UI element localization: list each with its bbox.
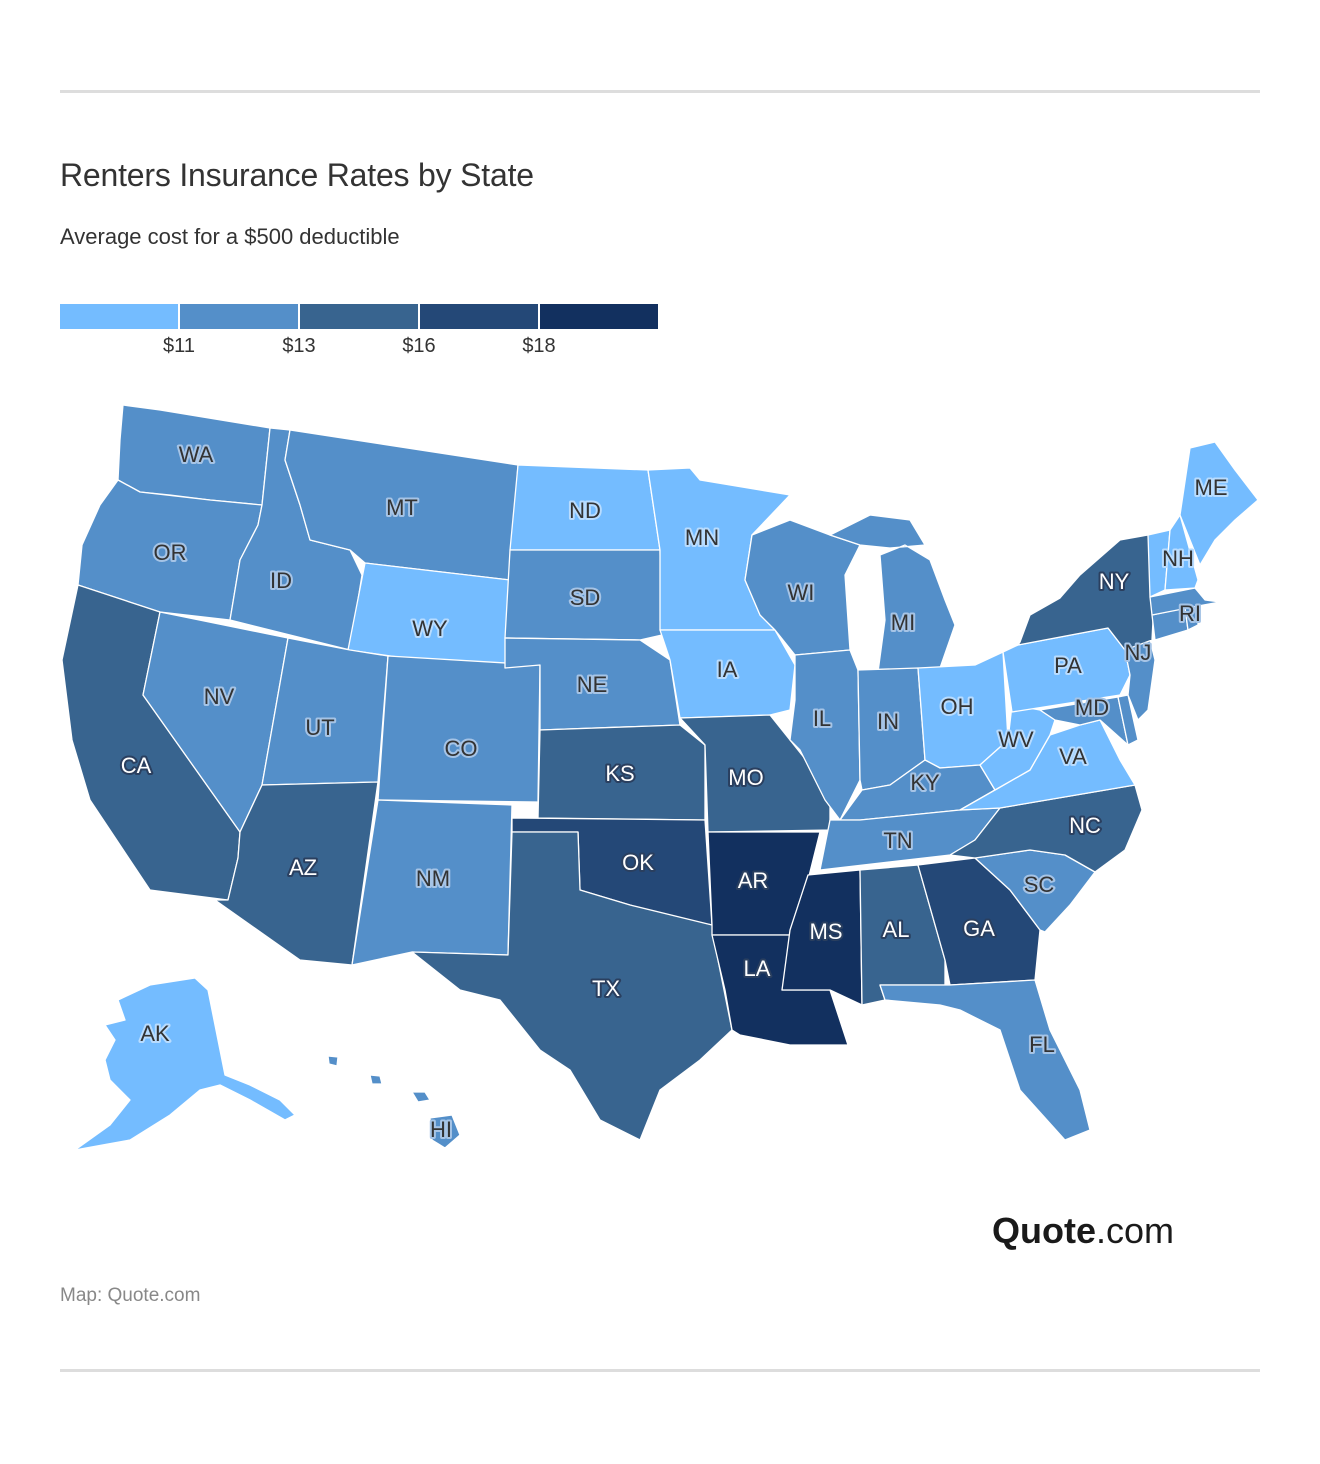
state-IL[interactable] bbox=[789, 649, 861, 821]
state-label-WI: WI bbox=[788, 580, 815, 605]
logo-wordmark-suffix: .com bbox=[1096, 1210, 1175, 1251]
legend-bin-1 bbox=[60, 304, 178, 329]
source-credit: Map: Quote.com bbox=[60, 1285, 201, 1306]
state-label-AL: AL bbox=[883, 917, 910, 942]
legend-bin-4 bbox=[420, 304, 538, 329]
state-label-FL: FL bbox=[1029, 1032, 1055, 1057]
state-label-NH: NH bbox=[1162, 546, 1194, 571]
state-label-TX: TX bbox=[592, 976, 620, 1001]
state-label-OK: OK bbox=[622, 850, 654, 875]
state-label-MT: MT bbox=[386, 495, 418, 520]
state-label-HI: HI bbox=[430, 1117, 452, 1142]
state-label-LA: LA bbox=[744, 956, 771, 981]
state-label-SD: SD bbox=[570, 585, 601, 610]
legend-tick-label: $18 bbox=[522, 335, 556, 357]
state-label-AZ: AZ bbox=[289, 855, 317, 880]
color-legend bbox=[60, 304, 660, 330]
state-label-NC: NC bbox=[1069, 813, 1101, 838]
state-label-WA: WA bbox=[179, 442, 214, 467]
state-label-KY: KY bbox=[910, 770, 940, 795]
state-label-CO: CO bbox=[445, 736, 478, 761]
state-TX[interactable] bbox=[411, 831, 733, 1141]
state-label-TN: TN bbox=[883, 828, 912, 853]
state-CO[interactable] bbox=[377, 655, 541, 803]
state-label-GA: GA bbox=[963, 916, 995, 941]
state-label-NV: NV bbox=[204, 684, 235, 709]
state-label-WV: WV bbox=[998, 727, 1034, 752]
state-IA[interactable] bbox=[659, 629, 796, 719]
state-NH[interactable] bbox=[1164, 514, 1199, 591]
state-label-SC: SC bbox=[1024, 872, 1055, 897]
top-divider bbox=[60, 90, 1260, 93]
state-label-NM: NM bbox=[416, 866, 450, 891]
chart-title: Renters Insurance Rates by State bbox=[60, 157, 534, 193]
state-KS[interactable] bbox=[537, 724, 706, 821]
state-label-CA: CA bbox=[121, 753, 152, 778]
state-label-NE: NE bbox=[577, 672, 608, 697]
state-NC[interactable] bbox=[949, 784, 1143, 873]
state-label-MI: MI bbox=[891, 610, 915, 635]
legend-tick-label: $13 bbox=[282, 335, 316, 357]
state-label-VA: VA bbox=[1059, 744, 1087, 769]
quote-com-logo: Quote.com bbox=[992, 1210, 1174, 1252]
state-label-RI: RI bbox=[1179, 601, 1201, 626]
state-SD[interactable] bbox=[504, 549, 663, 641]
legend-bin-2 bbox=[180, 304, 298, 329]
state-label-MN: MN bbox=[685, 525, 719, 550]
state-DE[interactable] bbox=[1117, 694, 1139, 746]
state-label-IL: IL bbox=[813, 706, 831, 731]
state-label-OH: OH bbox=[941, 694, 974, 719]
state-HI[interactable] bbox=[327, 1055, 461, 1149]
legend-bin-5 bbox=[540, 304, 658, 329]
state-label-NJ: NJ bbox=[1125, 640, 1152, 665]
state-label-NY: NY bbox=[1099, 569, 1130, 594]
state-label-WY: WY bbox=[412, 616, 448, 641]
state-label-ID: ID bbox=[270, 568, 292, 593]
state-label-KS: KS bbox=[605, 761, 634, 786]
state-label-MO: MO bbox=[728, 765, 763, 790]
state-label-IN: IN bbox=[877, 709, 899, 734]
legend-tick-label: $11 bbox=[163, 335, 195, 357]
state-label-PA: PA bbox=[1054, 653, 1082, 678]
state-FL[interactable] bbox=[879, 979, 1091, 1141]
state-label-IA: IA bbox=[717, 657, 738, 682]
state-label-ND: ND bbox=[569, 498, 601, 523]
state-label-AR: AR bbox=[738, 868, 769, 893]
state-label-AK: AK bbox=[140, 1021, 170, 1046]
chart-subtitle: Average cost for a $500 deductible bbox=[60, 224, 400, 249]
legend-bin-3 bbox=[300, 304, 418, 329]
state-label-MD: MD bbox=[1075, 695, 1109, 720]
state-MO[interactable] bbox=[679, 714, 831, 833]
legend-tick-label: $16 bbox=[402, 335, 436, 357]
state-MI[interactable] bbox=[829, 514, 956, 673]
bottom-divider bbox=[60, 1369, 1260, 1372]
state-label-ME: ME bbox=[1195, 475, 1228, 500]
state-label-UT: UT bbox=[305, 715, 334, 740]
state-NJ[interactable] bbox=[1124, 639, 1156, 721]
state-AZ[interactable] bbox=[214, 781, 379, 966]
state-label-OR: OR bbox=[154, 540, 187, 565]
state-AK[interactable] bbox=[74, 977, 296, 1151]
logo-wordmark-bold: Quote bbox=[992, 1210, 1096, 1251]
state-ME[interactable] bbox=[1179, 441, 1259, 566]
state-label-MS: MS bbox=[810, 919, 843, 944]
